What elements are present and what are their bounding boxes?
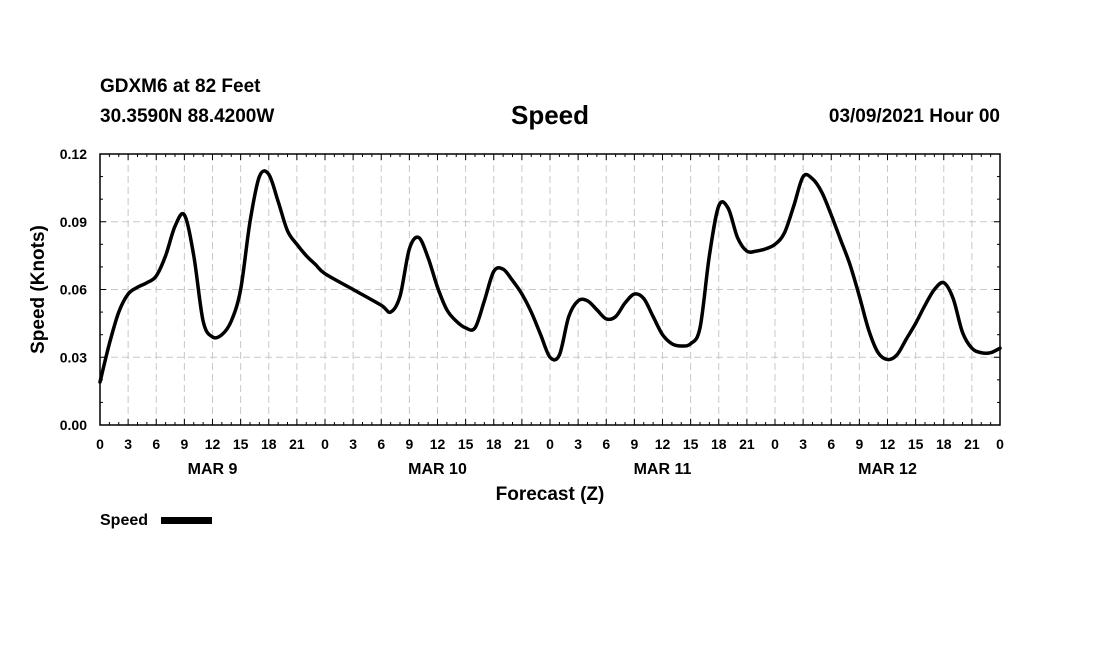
x-tick-label: 3 bbox=[799, 436, 807, 452]
y-tick-label: 0.00 bbox=[60, 417, 87, 433]
y-tick-label: 0.12 bbox=[60, 146, 87, 162]
x-tick-label: 0 bbox=[771, 436, 779, 452]
x-tick-label: 3 bbox=[124, 436, 132, 452]
day-label: MAR 12 bbox=[858, 461, 917, 478]
x-tick-label: 0 bbox=[96, 436, 104, 452]
day-label: MAR 10 bbox=[408, 461, 467, 478]
x-tick-label: 21 bbox=[739, 436, 755, 452]
x-tick-label: 21 bbox=[514, 436, 530, 452]
x-tick-label: 18 bbox=[936, 436, 952, 452]
x-tick-label: 6 bbox=[602, 436, 610, 452]
x-tick-label: 6 bbox=[827, 436, 835, 452]
x-tick-label: 9 bbox=[855, 436, 863, 452]
x-tick-label: 12 bbox=[655, 436, 671, 452]
x-tick-label: 9 bbox=[180, 436, 188, 452]
y-tick-label: 0.09 bbox=[60, 214, 87, 230]
chart-title: Speed bbox=[510, 100, 590, 130]
x-tick-label: 15 bbox=[458, 436, 474, 452]
x-tick-label: 15 bbox=[908, 436, 924, 452]
y-tick-label: 0.06 bbox=[60, 282, 87, 298]
x-tick-label: 0 bbox=[996, 436, 1004, 452]
day-label: MAR 11 bbox=[634, 461, 692, 478]
x-tick-label: 21 bbox=[964, 436, 980, 452]
x-tick-label: 15 bbox=[683, 436, 699, 452]
x-tick-label: 12 bbox=[205, 436, 221, 452]
legend-swatch bbox=[161, 517, 212, 524]
x-tick-label: 12 bbox=[880, 436, 896, 452]
x-tick-label: 18 bbox=[711, 436, 727, 452]
forecast-date: 03/09/2021 Hour 00 bbox=[828, 106, 1000, 127]
x-tick-label: 6 bbox=[377, 436, 385, 452]
day-label: MAR 9 bbox=[188, 461, 238, 478]
x-tick-label: 12 bbox=[430, 436, 446, 452]
coordinates-label: 30.3590N 88.4200W bbox=[100, 106, 275, 127]
x-tick-label: 6 bbox=[152, 436, 160, 452]
x-tick-label: 18 bbox=[261, 436, 277, 452]
x-tick-label: 9 bbox=[630, 436, 638, 452]
x-tick-label: 0 bbox=[546, 436, 554, 452]
station-label: GDXM6 at 82 Feet bbox=[100, 76, 261, 97]
legend-label: Speed bbox=[100, 512, 148, 529]
x-tick-label: 18 bbox=[486, 436, 502, 452]
x-tick-label: 0 bbox=[321, 436, 329, 452]
x-tick-label: 3 bbox=[574, 436, 582, 452]
x-tick-label: 21 bbox=[289, 436, 305, 452]
speed-series-line bbox=[98, 169, 1002, 384]
y-axis-title: Speed (Knots) bbox=[28, 225, 49, 354]
x-axis-title: Forecast (Z) bbox=[496, 484, 605, 505]
x-tick-label: 15 bbox=[233, 436, 249, 452]
x-tick-label: 9 bbox=[405, 436, 413, 452]
y-tick-label: 0.03 bbox=[60, 349, 87, 365]
x-tick-label: 3 bbox=[349, 436, 357, 452]
